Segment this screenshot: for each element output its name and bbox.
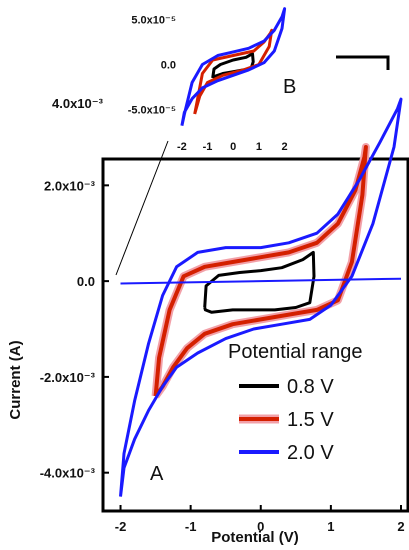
zoom-pointer-line [115,140,169,276]
main-y-tick-label: 0.0 [77,274,95,289]
main-extra-ytick-label: 4.0x10⁻³ [52,96,104,111]
inset-chart-b: -2 -1 0 1 2 -5.0x10⁻⁵ 0.0 5.0x10⁻⁵ B [128,0,390,154]
inset-y-tick-label: -5.0x10⁻⁵ [128,105,176,117]
legend-entry-1.5v: 1.5 V [239,409,334,431]
inset-y-tick-label: 5.0x10⁻⁵ [131,15,176,27]
main-panel-label: A [150,463,164,485]
main-x-tick-label: 2 [397,519,404,534]
inset-series-group [180,7,287,127]
legend-entry-0.8v: 0.8 V [239,376,334,398]
inset-series-line-0.8v [211,52,255,80]
series-line-2.0v [119,97,403,497]
legend-entry-2.0v: 2.0 V [239,442,334,464]
main-x-tick-label: 0 [257,519,264,534]
main-x-tick-label: 1 [327,519,334,534]
inset-axis-ticks: -2 -1 0 1 2 -5.0x10⁻⁵ 0.0 5.0x10⁻⁵ [128,15,288,154]
series-line-baseline [120,277,402,285]
main-series-group [119,97,403,497]
main-x-tick-label: -1 [185,519,197,534]
inset-x-tick-label: 0 [230,141,236,153]
main-legend: Potential range 0.8 V 1.5 V 2.0 V [228,341,363,464]
main-plot-frame [101,157,409,513]
inset-x-tick-label: 2 [282,141,288,153]
inset-series-line-2.0v [180,7,287,127]
inset-y-tick-label: 0.0 [161,60,176,72]
main-y-tick-label: -2.0x10⁻³ [40,370,96,385]
legend-title: Potential range [228,341,363,363]
main-y-axis-title: Current (A) [7,340,24,419]
main-axis-ticks: -2 -1 0 1 2 -4.0x10⁻³ -2.0x10⁻³ 0.0 2.0x10⁻³ [40,178,405,534]
main-y-tick-label: -4.0x10⁻³ [40,466,96,481]
legend-label-2.0v: 2.0 V [287,442,334,464]
main-x-tick-label: -2 [115,519,127,534]
legend-label-1.5v: 1.5 V [287,409,334,431]
inset-panel-label: B [283,76,296,98]
inset-x-tick-label: -1 [203,141,213,153]
inset-x-tick-label: 1 [256,141,262,153]
series-line-0.8v [203,250,316,314]
inset-x-tick-label: -2 [177,141,187,153]
legend-label-0.8v: 0.8 V [287,376,334,398]
inset-frame-corner [336,55,390,70]
main-y-tick-label: 2.0x10⁻³ [44,178,96,193]
main-chart-a: -2 -1 0 1 2 -4.0x10⁻³ -2.0x10⁻³ 0.0 2.0x10⁻³ 4.0… [7,96,409,546]
main-x-axis-title: Potential (V) [211,529,299,546]
series-line-1.5v [153,145,368,398]
